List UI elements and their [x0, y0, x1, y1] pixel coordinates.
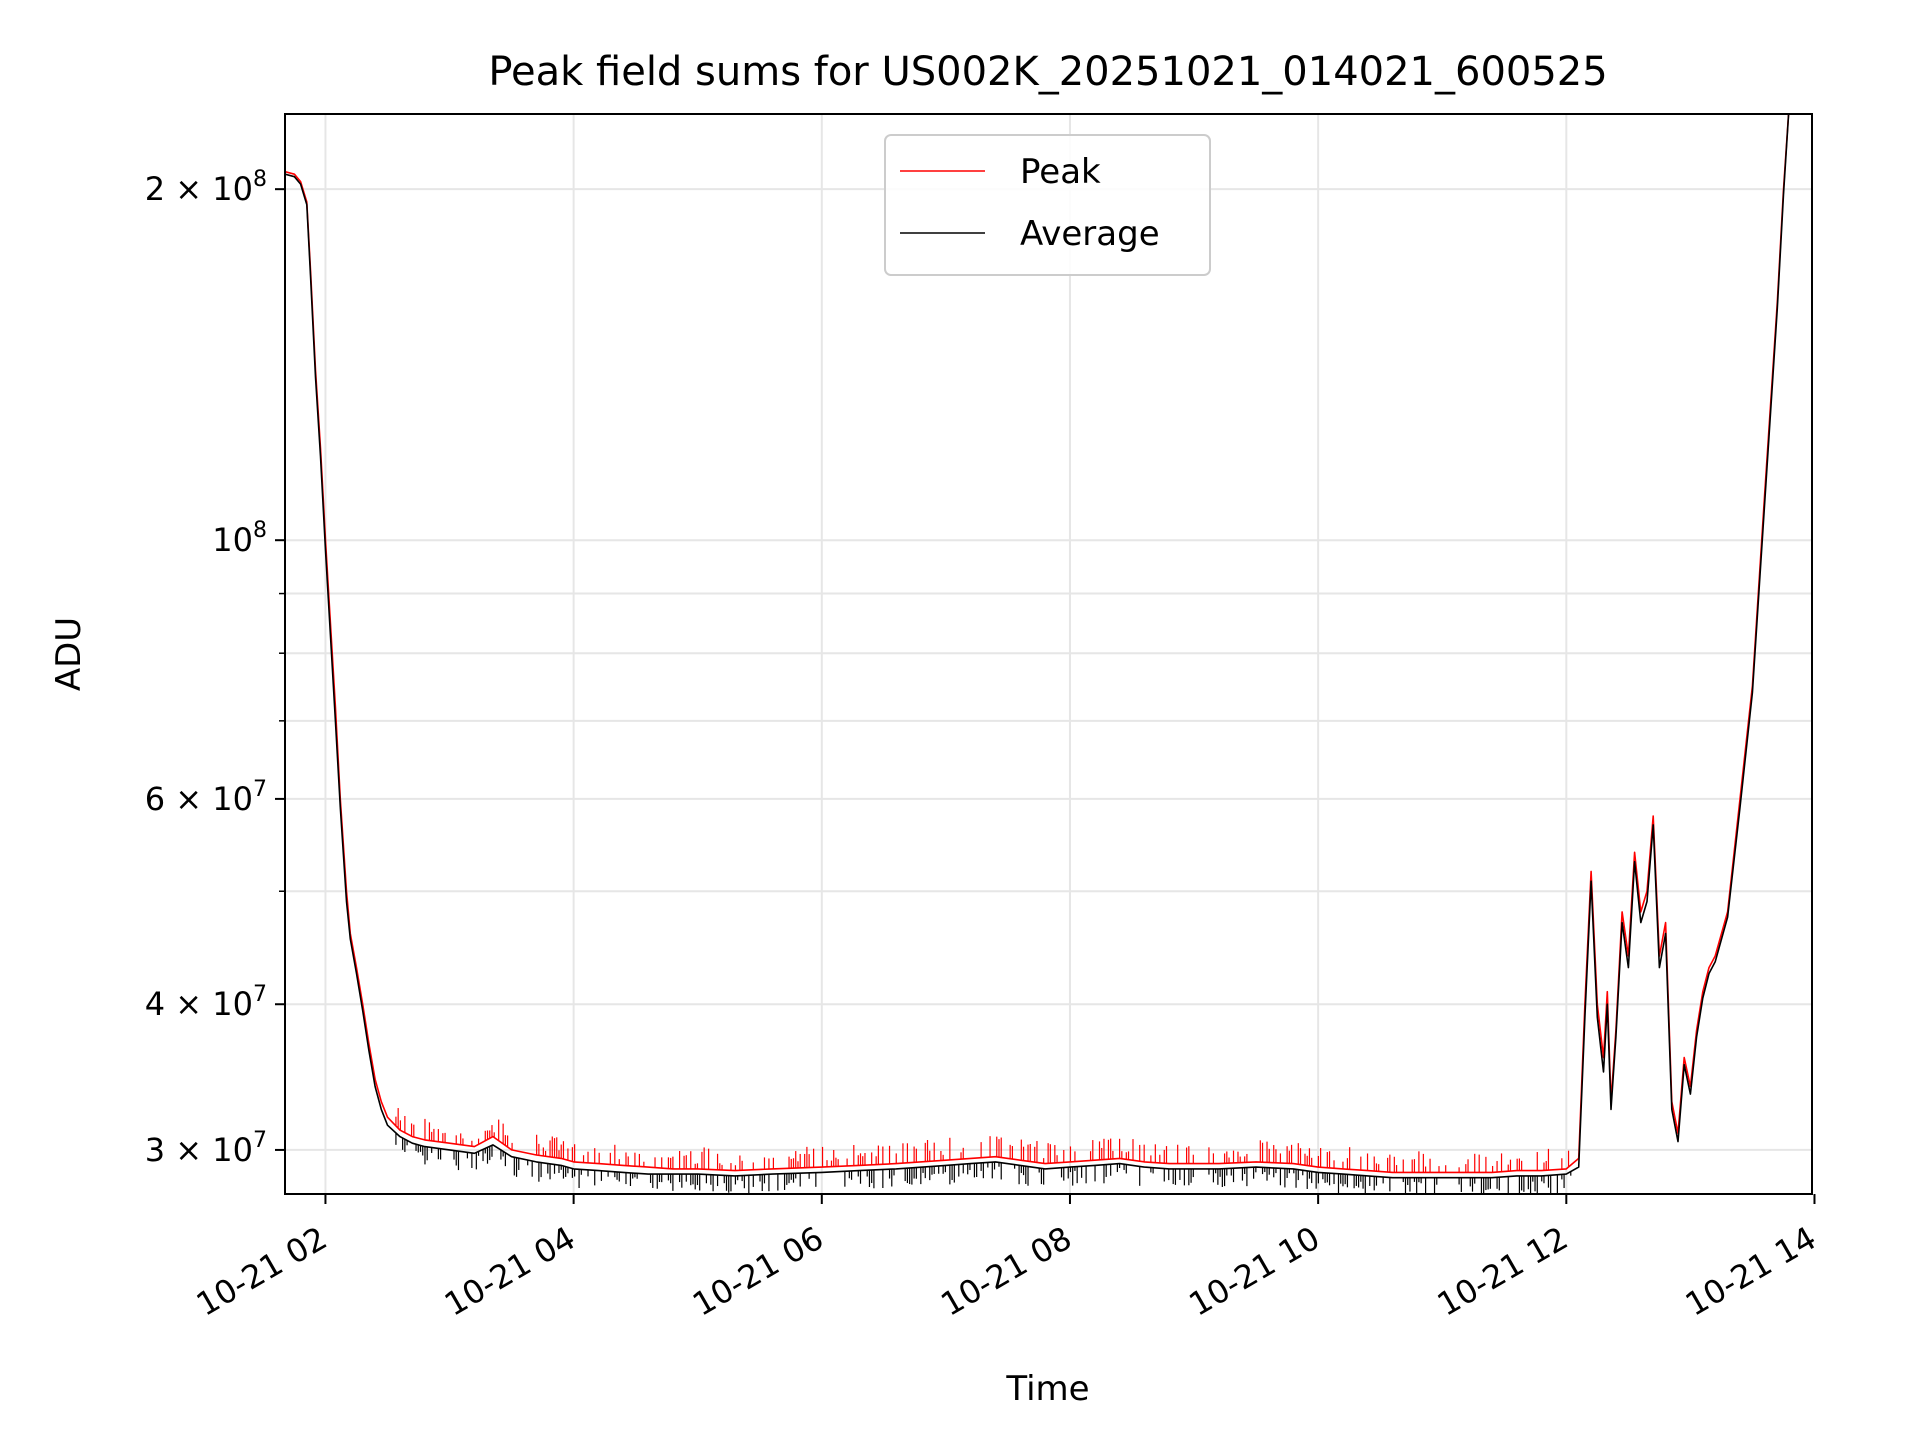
legend-label-average: Average — [1020, 214, 1160, 254]
y-tick-label: 108 — [212, 518, 267, 559]
x-tick-label: 10-21 04 — [438, 1219, 582, 1324]
x-tick-label: 10-21 10 — [1183, 1219, 1327, 1324]
x-tick-label: 10-21 02 — [190, 1219, 334, 1324]
x-axis-ticks: 10-21 02 10-21 04 10-21 06 10-21 08 10-21 10… — [190, 1194, 1823, 1324]
y-axis-label: ADU — [49, 617, 89, 691]
x-tick-label: 10-21 08 — [934, 1219, 1078, 1324]
series-line-average — [285, 114, 1790, 1179]
y-tick-exponent: 7 — [253, 1128, 267, 1153]
y-tick-base: 2 × 10 — [145, 170, 253, 208]
y-tick-exponent: 8 — [253, 167, 267, 192]
y-tick-base: 10 — [212, 521, 253, 559]
x-tick-label: 10-21 06 — [686, 1219, 830, 1324]
y-tick-base: 4 × 10 — [145, 985, 253, 1023]
series-line-peak — [285, 114, 1790, 1174]
legend-label-peak: Peak — [1020, 152, 1101, 192]
x-axis-label: Time — [1005, 1369, 1089, 1409]
legend: Peak Average — [884, 134, 1211, 276]
y-tick-base: 6 × 10 — [145, 780, 253, 818]
y-tick-label: 3 × 107 — [145, 1128, 267, 1169]
y-tick-label: 2 × 108 — [145, 167, 267, 208]
y-tick-label: 4 × 107 — [145, 982, 267, 1023]
legend-box — [884, 134, 1211, 276]
y-tick-exponent: 8 — [253, 518, 267, 543]
chart-title: Peak field sums for US002K_20251021_0140… — [488, 49, 1607, 95]
series-layer — [285, 114, 1790, 1194]
plot-frame — [284, 113, 1813, 1195]
x-tick-label: 10-21 14 — [1679, 1219, 1823, 1324]
y-tick-exponent: 7 — [253, 982, 267, 1007]
y-tick-label: 6 × 107 — [145, 777, 267, 818]
y-tick-exponent: 7 — [253, 777, 267, 802]
x-tick-label: 10-21 12 — [1431, 1219, 1575, 1324]
y-tick-base: 3 × 10 — [145, 1131, 253, 1169]
